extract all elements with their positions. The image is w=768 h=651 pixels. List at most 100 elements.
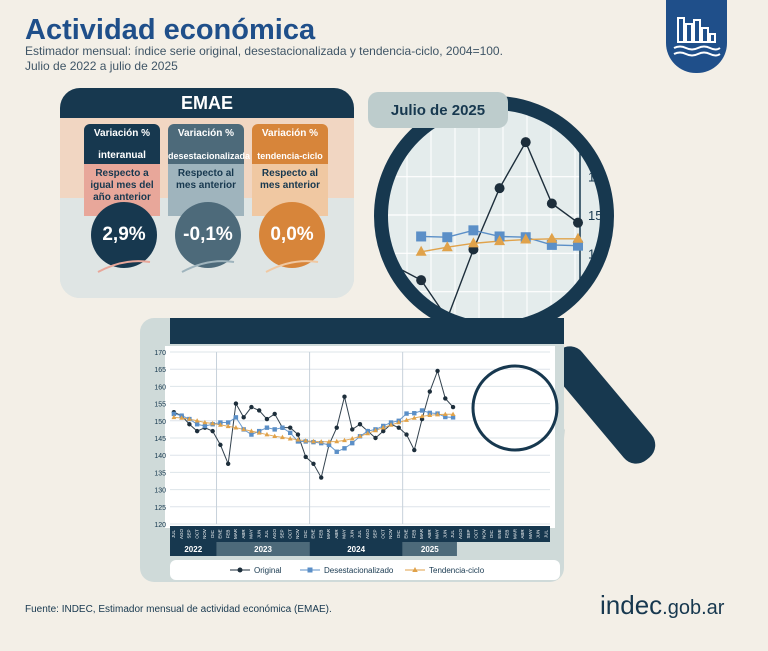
x-tick-label: SEP	[373, 529, 378, 538]
data-point	[303, 454, 308, 460]
data-point	[342, 446, 347, 451]
data-point	[349, 436, 355, 441]
x-tick-label: MAY	[249, 529, 254, 538]
zoom-data-point	[520, 233, 532, 244]
x-tick-label: JUL	[543, 530, 548, 538]
data-point	[380, 425, 386, 430]
brand-domain: .gob.ar	[662, 597, 725, 619]
x-tick-label: MAR	[233, 528, 238, 539]
data-point	[319, 475, 324, 480]
x-tick-label: ENE	[218, 529, 223, 538]
year-label: 2025	[421, 545, 439, 554]
data-point	[450, 415, 456, 420]
x-tick-label: MAR	[326, 528, 331, 539]
x-tick-label: DIC	[489, 529, 494, 538]
data-point	[350, 427, 355, 432]
brand-main: indec	[600, 590, 663, 620]
data-point	[241, 415, 246, 420]
x-tick-label: MAY	[342, 529, 347, 538]
source-note: Fuente: INDEC, Estimador mensual de acti…	[25, 604, 332, 615]
y-tick-label: 140	[154, 453, 166, 460]
x-tick-label: MAR	[419, 528, 424, 539]
zoom-data-point	[572, 232, 584, 243]
data-point	[194, 418, 200, 423]
x-tick-label: ABR	[427, 529, 432, 539]
data-point	[280, 425, 285, 430]
zoom-data-point	[546, 198, 557, 209]
x-tick-label: JUN	[536, 530, 541, 539]
y-tick-label: 130	[154, 488, 166, 495]
data-point	[396, 419, 402, 425]
zoom-data-point	[442, 232, 453, 243]
data-point	[288, 430, 293, 436]
col-header-2: desestacionalizada	[168, 150, 250, 164]
data-point	[404, 411, 409, 416]
emae-title: EMAE	[60, 88, 354, 118]
col-header-1: Variación %	[177, 128, 235, 139]
data-point	[435, 368, 440, 374]
x-tick-label: JUN	[256, 530, 261, 539]
subtitle-line-1: Estimador mensual: índice serie original…	[25, 44, 503, 58]
data-point	[311, 438, 316, 444]
col-header-2: tendencia-ciclo	[252, 150, 328, 164]
x-tick-label: ABR	[241, 529, 246, 539]
x-tick-label: DIC	[396, 529, 401, 538]
data-point	[334, 449, 339, 454]
bar-chart-logo-icon	[673, 17, 721, 57]
data-point	[412, 447, 417, 453]
zoom-data-point	[467, 237, 479, 248]
x-tick-label: SEP	[280, 529, 285, 538]
data-point	[443, 396, 448, 401]
data-point	[287, 436, 293, 441]
data-point	[396, 425, 401, 430]
data-point	[202, 419, 208, 425]
data-point	[280, 434, 285, 440]
y-tick-label: 160	[154, 384, 166, 391]
page-title: Actividad económica	[25, 14, 316, 46]
x-tick-label: JUN	[442, 530, 447, 539]
y-tick-label: 170	[154, 350, 166, 357]
legend-marker	[412, 567, 418, 572]
x-tick-label: JUL	[171, 530, 176, 538]
x-tick-label: FEB	[505, 530, 510, 539]
data-point	[171, 411, 177, 417]
data-point	[225, 423, 231, 429]
year-label: 2022	[184, 545, 202, 554]
zoom-data-point	[441, 241, 453, 252]
zoom-data-point	[468, 225, 479, 236]
data-point	[249, 428, 254, 433]
data-point	[342, 394, 347, 399]
data-point	[334, 438, 340, 444]
col-header-1: Variación %	[93, 128, 151, 139]
x-tick-label: SEP	[187, 529, 192, 538]
data-point	[303, 438, 309, 443]
emae-col-desestacionalizada: Variación % desestacionalizada Respecto …	[168, 124, 250, 216]
x-tick-label: MAY	[528, 529, 533, 538]
y-tick-label: 165	[154, 367, 166, 374]
data-point	[311, 461, 316, 466]
x-tick-label: NOV	[388, 529, 393, 539]
zoom-title: Julio de 2025	[368, 92, 508, 128]
x-tick-label: OCT	[380, 529, 385, 539]
data-point	[419, 408, 425, 413]
data-point	[373, 427, 378, 433]
data-point	[256, 408, 262, 413]
legend-label: Tendencia-ciclo	[429, 566, 485, 575]
year-label: 2023	[254, 545, 272, 554]
value-circle-interanual: 2,9%	[91, 202, 157, 268]
data-point	[179, 415, 185, 420]
value-circle-tendencia: 0,0%	[259, 202, 325, 268]
y-tick-label: 120	[154, 522, 166, 529]
legend-label: Original	[254, 566, 282, 575]
x-tick-label: JUL	[450, 530, 455, 538]
value-circle-desestacionalizada: -0,1%	[175, 202, 241, 268]
zoom-indicator-ring	[471, 364, 559, 452]
data-point	[272, 433, 278, 439]
year-label: 2024	[347, 545, 365, 554]
data-point	[202, 423, 208, 429]
data-point	[249, 432, 254, 437]
y-tick-label: 155	[154, 402, 166, 409]
zoom-data-point	[415, 245, 427, 256]
legend-marker	[237, 567, 243, 573]
data-point	[241, 426, 247, 432]
